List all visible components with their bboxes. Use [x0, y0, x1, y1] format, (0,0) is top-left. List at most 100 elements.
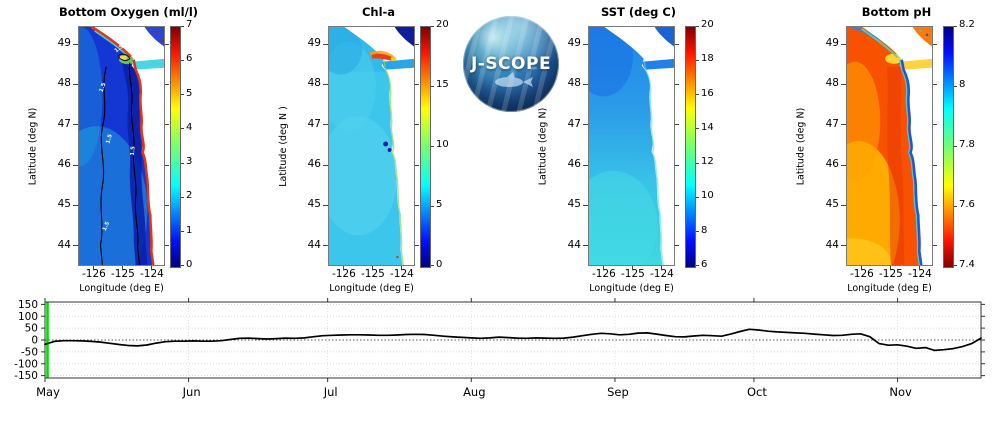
tick-mark	[933, 124, 937, 126]
bottom-ph-heatmap	[847, 27, 932, 265]
lat-tick-label: 48	[307, 77, 321, 90]
tick-mark	[696, 128, 699, 130]
lon-tick-label: -124	[650, 268, 674, 280]
tick-mark	[323, 124, 328, 126]
lat-tick-label: 44	[825, 238, 839, 251]
lon-tick-label: -126	[82, 268, 106, 280]
lat-tick-label: 46	[57, 158, 71, 171]
tick-mark	[165, 164, 169, 166]
longitude-axis-label: Longitude (deg E)	[589, 283, 674, 294]
colorbar-tick-label: 8	[959, 79, 966, 90]
tick-mark	[151, 266, 153, 270]
month-tick-label: Aug	[463, 385, 485, 399]
lat-tick-label: 44	[307, 238, 321, 251]
tick-mark	[661, 266, 663, 270]
lon-tick-label: -125	[111, 268, 135, 280]
chl-a-heatmap	[329, 27, 414, 265]
month-tick-label: Jul	[323, 385, 338, 399]
lat-tick-label: 49	[567, 37, 581, 50]
map-title-bottom-ph: Bottom pH	[861, 5, 932, 19]
tick-mark	[181, 231, 184, 233]
colorbar-tick-label: 5	[186, 87, 193, 99]
tick-mark	[675, 164, 679, 166]
tick-mark	[890, 266, 892, 270]
tick-mark	[323, 43, 328, 45]
lat-tick-label: 48	[57, 77, 71, 90]
jet-reversed-gradient	[944, 27, 953, 267]
tick-mark	[696, 59, 699, 61]
tick-mark	[933, 245, 937, 247]
y-tick-label: 150	[18, 299, 38, 311]
contour-label: 1.5	[114, 44, 125, 55]
tick-mark	[93, 266, 95, 270]
map-panel-bottom-oxygen: Bottom Oxygen (ml/l) Latitude (deg N)	[28, 5, 199, 294]
colorbar-tick-label: 0	[186, 259, 193, 270]
lat-tick-label: 47	[57, 117, 71, 130]
lat-tick-label: 46	[307, 158, 321, 171]
tick-mark	[933, 204, 937, 206]
tick-mark	[841, 124, 846, 126]
lat-tick-label: 49	[307, 37, 321, 50]
tick-mark	[919, 266, 921, 270]
tick-mark	[73, 83, 78, 85]
longitude-axis-label: Longitude (deg E)	[79, 283, 164, 294]
colorbar-tick-label: 5	[436, 199, 443, 210]
tick-mark	[165, 83, 169, 85]
tick-mark	[415, 124, 419, 126]
lon-tick-label: -126	[332, 268, 356, 280]
tick-mark	[696, 196, 699, 198]
tick-mark	[181, 128, 184, 130]
tick-mark	[343, 266, 345, 270]
colorbar-tick-label: 7.4	[959, 259, 975, 270]
colorbar-tick-label: 3	[186, 156, 193, 168]
colorbar-tick-label: 16	[701, 87, 714, 99]
lat-tick-label: 48	[567, 77, 581, 90]
jet-gradient	[686, 27, 695, 267]
tick-mark	[841, 43, 846, 45]
tick-mark	[675, 124, 679, 126]
map-plot-bottom-ph	[846, 26, 933, 266]
tick-mark	[933, 83, 937, 85]
land-mask	[94, 27, 164, 265]
lat-tick-label: 47	[307, 117, 321, 130]
colorbar-bottom-oxygen	[170, 26, 181, 268]
tick-mark	[675, 204, 679, 206]
colorbar-tick-label: 10	[701, 190, 714, 202]
tick-mark	[696, 265, 699, 266]
colorbar-bottom-ph	[943, 26, 954, 268]
land-mask	[344, 27, 414, 265]
jet-gradient	[421, 27, 430, 267]
longitude-axis-label: Longitude (deg E)	[329, 283, 414, 294]
lat-tick-label: 45	[825, 198, 839, 211]
tick-mark	[675, 43, 679, 45]
map-plot-chl-a	[328, 26, 415, 266]
tick-mark	[431, 205, 434, 207]
lat-tick-label: 47	[567, 117, 581, 130]
tick-mark	[954, 26, 957, 27]
tick-mark	[954, 145, 957, 147]
colorbar-tick-label: 0	[436, 259, 443, 270]
map-title-bottom-oxygen: Bottom Oxygen (ml/l)	[58, 5, 199, 19]
lat-tick-label: 44	[567, 238, 581, 251]
colorbar-tick-label: 14	[701, 121, 714, 133]
colorbar-sst	[685, 26, 696, 268]
tick-mark	[861, 266, 863, 270]
tick-mark	[696, 162, 699, 164]
month-tick-label: Oct	[747, 385, 767, 399]
colorbar-tick-label: 10	[436, 139, 449, 150]
y-tick-label: 100	[18, 311, 38, 323]
lat-tick-label: 45	[57, 198, 71, 211]
surface-glow-decoration	[463, 16, 559, 112]
month-tick-label: May	[36, 385, 60, 399]
oxygen-contour-nearshore	[128, 62, 141, 265]
tick-mark	[933, 164, 937, 166]
tick-mark	[841, 164, 846, 166]
coastal-high-oxygen-band	[132, 59, 155, 265]
tick-mark	[415, 43, 419, 45]
lon-tick-label: -126	[850, 268, 874, 280]
tick-mark	[675, 83, 679, 85]
colorbar-tick-label: 15	[436, 79, 449, 90]
fish-icon	[486, 64, 537, 87]
tick-mark	[933, 43, 937, 45]
